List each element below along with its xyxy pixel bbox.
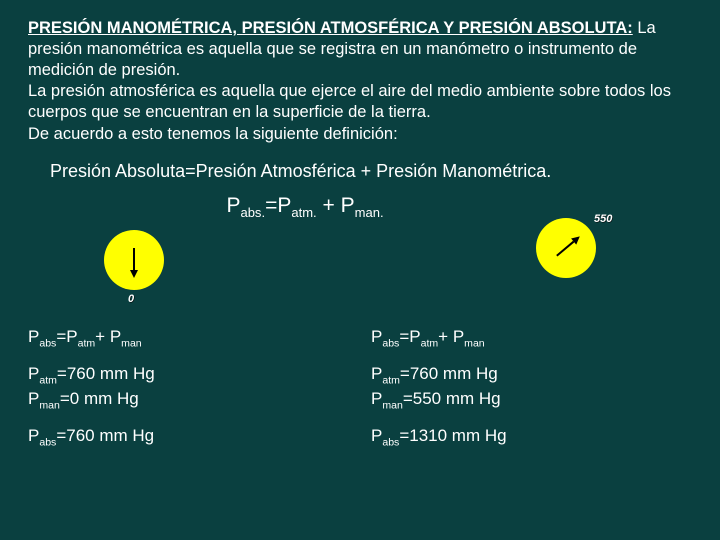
lb-t: =760 mm Hg [56,426,154,445]
slide: PRESIÓN MANOMÉTRICA, PRESIÓN ATMOSFÉRICA… [0,0,720,540]
header-body-3: De acuerdo a esto tenemos la siguiente d… [28,125,398,143]
la-s: atm [39,374,57,386]
right-column: Pabs=Patm+ Pman Patm=760 mm Hg Pman=550 … [349,326,692,450]
la-p: P [28,364,39,383]
right-atm: Patm=760 mm Hg [371,363,692,388]
f-p1: P [226,194,240,217]
gauges-row: 0 550 [28,226,692,318]
la-t: =760 mm Hg [57,364,155,383]
lb-s: abs [39,436,56,448]
right-abs: Pabs=1310 mm Hg [371,425,692,450]
header-title: PRESIÓN MANOMÉTRICA, PRESIÓN ATMOSFÉRICA… [28,19,633,37]
left-man: Pman=0 mm Hg [28,388,349,413]
r-t1: =P [399,327,420,346]
l-s2: atm [78,337,96,349]
lm-t: =0 mm Hg [60,389,139,408]
gauge-left [104,230,164,290]
left-abs: Pabs=760 mm Hg [28,425,349,450]
rm-t: =550 mm Hg [403,389,501,408]
ra-t: =760 mm Hg [400,364,498,383]
right-man: Pman=550 mm Hg [371,388,692,413]
rm-s: man [382,399,403,411]
left-atm: Patm=760 mm Hg [28,363,349,388]
left-eq: Pabs=Patm+ Pman [28,326,349,351]
gauge-left-label: 0 [128,293,134,305]
lm-s: man [39,399,60,411]
f-plus: + P [317,194,355,217]
columns: Pabs=Patm+ Pman Patm=760 mm Hg Pman=0 mm… [28,326,692,450]
header-text: PRESIÓN MANOMÉTRICA, PRESIÓN ATMOSFÉRICA… [28,18,692,145]
ra-s: atm [382,374,400,386]
f-eq1: =P [265,194,291,217]
f-s2: atm. [291,205,316,220]
left-column: Pabs=Patm+ Pman Patm=760 mm Hg Pman=0 mm… [28,326,349,450]
gauge-right [536,218,596,278]
l-s3: man [121,337,142,349]
definition-line: Presión Absoluta=Presión Atmosférica + P… [50,161,692,182]
arrow-down-icon [114,240,154,280]
gauge-right-label: 550 [594,213,612,225]
lm-p: P [28,389,39,408]
rb-p: P [371,426,382,445]
l-t1: =P [56,327,77,346]
r-t2: + P [438,327,464,346]
f-s3: man. [355,205,384,220]
r-s3: man [464,337,485,349]
rb-t: =1310 mm Hg [399,426,506,445]
rm-p: P [371,389,382,408]
right-eq: Pabs=Patm+ Pman [371,326,692,351]
f-s1: abs. [240,205,265,220]
r-s2: atm [421,337,439,349]
rb-s: abs [382,436,399,448]
r-p: P [371,327,382,346]
l-p: P [28,327,39,346]
l-t2: + P [95,327,121,346]
header-body-2: La presión atmosférica es aquella que ej… [28,82,671,121]
r-s1: abs [382,337,399,349]
ra-p: P [371,364,382,383]
arrow-ne-icon [546,228,586,268]
l-s1: abs [39,337,56,349]
formula: Pabs.=Patm. + Pman. [28,194,692,220]
lb-p: P [28,426,39,445]
